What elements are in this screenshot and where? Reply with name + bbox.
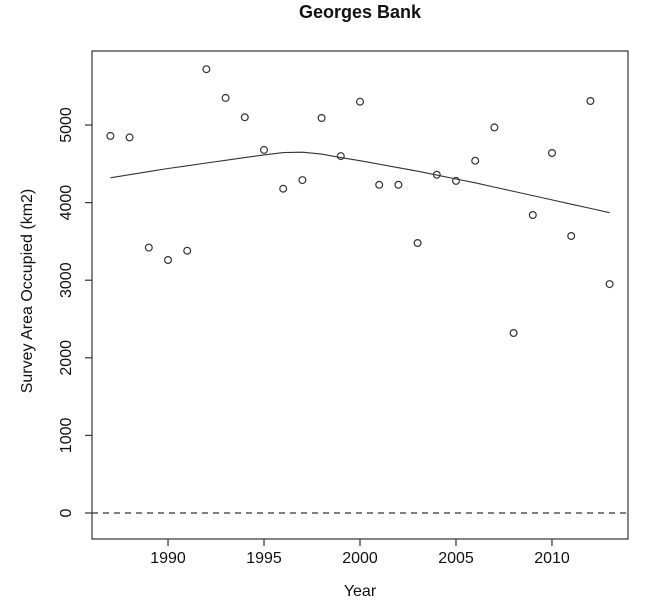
x-axis-tick-label: 1990 bbox=[150, 550, 186, 567]
y-axis-tick-label: 2000 bbox=[58, 340, 75, 376]
data-point bbox=[221, 93, 230, 102]
x-axis-tick-label: 2005 bbox=[438, 550, 474, 567]
data-point bbox=[375, 180, 384, 189]
data-point bbox=[528, 211, 537, 220]
chart-title: Georges Bank bbox=[298, 2, 422, 22]
trend-line bbox=[110, 151, 610, 214]
data-point bbox=[336, 152, 345, 161]
data-point bbox=[394, 180, 403, 189]
x-axis-title: Year bbox=[343, 583, 377, 600]
data-point bbox=[106, 131, 115, 140]
data-point bbox=[413, 239, 422, 248]
y-axis-tick-label: 0 bbox=[58, 508, 75, 517]
data-point bbox=[586, 96, 595, 105]
data-point bbox=[547, 149, 556, 158]
data-point bbox=[240, 113, 249, 122]
data-point bbox=[279, 184, 288, 193]
data-point bbox=[509, 329, 518, 338]
plot-border bbox=[91, 50, 629, 540]
data-point bbox=[183, 246, 192, 255]
data-point bbox=[202, 65, 211, 74]
data-point bbox=[605, 280, 614, 289]
data-point bbox=[317, 113, 326, 122]
data-point bbox=[298, 176, 307, 185]
data-point bbox=[490, 123, 499, 132]
data-point bbox=[164, 256, 173, 265]
y-axis-tick-label: 5000 bbox=[58, 107, 75, 143]
data-point bbox=[125, 133, 134, 142]
data-point bbox=[260, 145, 269, 154]
data-point bbox=[356, 97, 365, 106]
y-axis-tick-label: 1000 bbox=[58, 418, 75, 454]
data-point bbox=[567, 232, 576, 241]
data-point bbox=[432, 170, 441, 179]
data-point bbox=[452, 176, 461, 185]
y-axis-tick-label: 4000 bbox=[58, 185, 75, 221]
data-point bbox=[144, 243, 153, 252]
data-point bbox=[471, 156, 480, 165]
x-axis-tick-label: 2000 bbox=[342, 550, 378, 567]
x-axis-tick-label: 2010 bbox=[534, 550, 570, 567]
y-axis-tick-label: 3000 bbox=[58, 262, 75, 298]
x-axis-tick-label: 1995 bbox=[246, 550, 282, 567]
